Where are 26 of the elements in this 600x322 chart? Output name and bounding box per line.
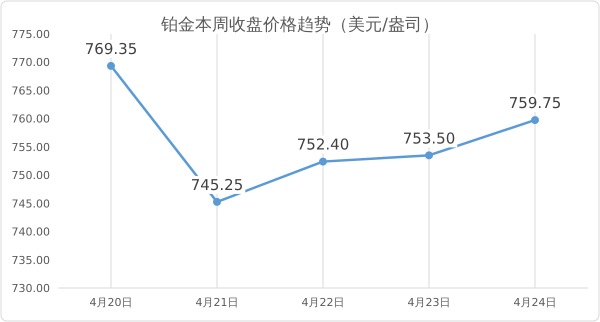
- point: [107, 62, 115, 70]
- x-tick-label: 4月23日: [408, 296, 450, 309]
- y-tick-label: 735.00: [12, 254, 50, 267]
- y-tick-label: 770.00: [12, 56, 50, 70]
- x-tick-label: 4月24日: [514, 296, 556, 309]
- y-tick-label: 775.00: [12, 28, 50, 41]
- y-tick-label: 765.00: [12, 84, 50, 98]
- data-label: 769.35: [84, 40, 138, 58]
- y-tick-label: 760.00: [12, 112, 50, 126]
- data-label: 745.25: [190, 176, 244, 194]
- y-tick-label: 755.00: [12, 140, 50, 154]
- chart-title: 铂金本周收盘价格趋势（美元/盎司）: [160, 15, 439, 35]
- x-tick-label: 4月20日: [90, 296, 132, 309]
- x-tick-label: 4月21日: [196, 296, 238, 309]
- point: [213, 198, 221, 206]
- data-label: 753.50: [402, 129, 456, 148]
- data-label: 752.40: [296, 136, 350, 154]
- point: [531, 116, 539, 124]
- y-tick-label: 740.00: [12, 226, 50, 239]
- data-label: 759.75: [508, 94, 562, 112]
- point: [425, 151, 433, 160]
- x-tick-label: 4月22日: [302, 296, 344, 309]
- y-tick-label: 730.00: [12, 282, 50, 295]
- point: [319, 158, 327, 166]
- y-tick-label: 750.00: [12, 169, 50, 182]
- y-tick-label: 745.00: [12, 197, 50, 210]
